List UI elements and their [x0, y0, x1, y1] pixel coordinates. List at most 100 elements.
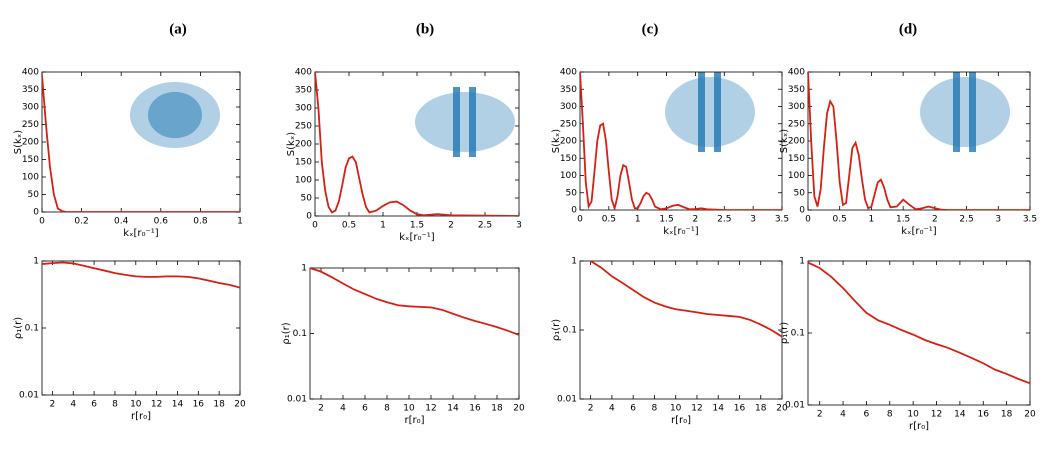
- axes-frame: [579, 260, 783, 400]
- line-series: [808, 72, 1030, 210]
- x-tick-label: 4: [840, 410, 846, 420]
- y-tick-label: 250: [295, 122, 312, 132]
- x-axis-label: kₓ[r₀⁻¹]: [663, 226, 699, 237]
- y-tick-label: 400: [560, 68, 577, 78]
- panel: (c) 0 50 100 150 200 250 300 350 400 0 0.5 1 1.5 2 2.5 3…: [551, 21, 789, 237]
- y-tick-label: 0.01: [287, 395, 307, 405]
- line-series: [808, 261, 1030, 385]
- x-tick-label: 12: [151, 400, 162, 410]
- y-tick-label: 250: [22, 120, 39, 130]
- axes-frame: [41, 71, 241, 213]
- y-tick-label: 0: [571, 206, 577, 216]
- y-tick-label: 0.1: [563, 326, 577, 336]
- x-tick-label: 12: [931, 410, 942, 420]
- x-tick-label: 0.4: [114, 217, 129, 227]
- x-axis-label: kₓ[r₀⁻¹]: [399, 232, 435, 243]
- x-tick-label: 20: [234, 400, 246, 410]
- x-tick-label: 8: [652, 404, 658, 414]
- x-tick-label: 1: [869, 215, 875, 225]
- y-tick-label: 200: [788, 137, 805, 147]
- axes-frame: [309, 267, 520, 400]
- x-tick-label: 18: [491, 404, 503, 414]
- y-tick-label: 0: [33, 208, 39, 218]
- x-tick-label: 20: [513, 404, 525, 414]
- inset-core: [148, 91, 202, 139]
- x-tick-label: 18: [1001, 410, 1013, 420]
- x-tick-label: 3.5: [775, 215, 789, 225]
- y-tick-label: 350: [295, 86, 312, 96]
- x-axis-label: kₓ[r₀⁻¹]: [123, 228, 159, 239]
- y-tick-label: 150: [295, 158, 312, 168]
- y-axis-label: S(kₓ): [286, 132, 297, 156]
- y-tick-label: 350: [560, 85, 577, 95]
- axes-frame: [579, 71, 783, 211]
- x-tick-label: 2.5: [717, 215, 731, 225]
- y-tick-label: 1: [799, 257, 805, 267]
- line-series: [42, 75, 240, 212]
- x-axis-label: kₓ[r₀⁻¹]: [901, 226, 937, 237]
- panel: 0.010.112 4 6 8 10 12 14 16 18 20r[r₀]ρ₁(r): [551, 257, 788, 427]
- x-tick-label: 16: [193, 400, 205, 410]
- line-series: [315, 72, 519, 216]
- y-tick-label: 200: [22, 138, 39, 148]
- y-tick-label: 50: [794, 188, 806, 198]
- x-tick-label: 2: [588, 404, 594, 414]
- y-tick-label: 0.1: [791, 329, 805, 339]
- x-tick-label: 8: [887, 410, 893, 420]
- y-tick-label: 0: [306, 212, 312, 222]
- x-tick-label: 6: [864, 410, 870, 420]
- x-axis-label: r[r₀]: [909, 421, 929, 432]
- x-tick-label: 0.5: [602, 215, 616, 225]
- x-tick-label: 4: [70, 400, 76, 410]
- panel: 0.010.112 4 6 8 10 12 14 16 18 20r[r₀]ρ₁(r): [13, 257, 246, 423]
- x-tick-label: 2: [318, 404, 324, 414]
- y-tick-label: 0.01: [19, 391, 39, 401]
- y-tick-label: 100: [788, 171, 805, 181]
- x-tick-label: 3.5: [1023, 215, 1037, 225]
- x-tick-label: 12: [425, 404, 436, 414]
- y-tick-label: 250: [788, 119, 805, 129]
- x-tick-label: 10: [907, 410, 919, 420]
- y-axis-label: ρ₁(r): [281, 322, 292, 344]
- y-tick-label: 0.01: [785, 401, 805, 411]
- panel-title: (a): [169, 21, 187, 37]
- x-tick-label: 14: [954, 410, 966, 420]
- x-tick-label: 0: [312, 221, 318, 231]
- x-tick-label: 2.5: [478, 221, 492, 231]
- x-tick-label: 3: [750, 215, 756, 225]
- x-tick-label: 6: [362, 404, 368, 414]
- y-axis-label: S(kₓ): [13, 130, 24, 154]
- x-tick-label: 1.5: [896, 215, 910, 225]
- x-tick-label: 14: [447, 404, 459, 414]
- x-tick-label: 1: [635, 215, 641, 225]
- x-tick-label: 10: [403, 404, 415, 414]
- y-tick-label: 400: [788, 68, 805, 78]
- x-tick-label: 2: [693, 215, 699, 225]
- panel: (a) 0 50 100 150 200 250 300 350 400 0 0.2 0.4 0.6 0.8…: [13, 21, 243, 239]
- x-tick-label: 4: [609, 404, 615, 414]
- y-tick-label: 0.01: [557, 395, 577, 405]
- x-tick-label: 8: [384, 404, 390, 414]
- inset-cloud: [415, 92, 515, 152]
- y-tick-label: 1: [33, 257, 39, 267]
- x-tick-label: 16: [469, 404, 481, 414]
- inset-cloud: [665, 77, 755, 147]
- x-tick-label: 1.5: [410, 221, 424, 231]
- y-tick-label: 0.1: [25, 324, 39, 334]
- panel: 0.010.112 4 6 8 10 12 14 16 18 20r[r₀]ρ₁(r): [779, 257, 1036, 433]
- x-tick-label: 2: [817, 410, 823, 420]
- y-axis-label: ρ₁(r): [13, 317, 24, 339]
- line-series: [42, 261, 240, 289]
- x-tick-label: 0: [577, 215, 583, 225]
- inset-stripe: [469, 87, 476, 157]
- x-tick-label: 8: [112, 400, 118, 410]
- x-tick-label: 0.2: [74, 217, 88, 227]
- x-tick-label: 12: [691, 404, 702, 414]
- y-tick-label: 200: [295, 140, 312, 150]
- x-tick-label: 0: [39, 217, 45, 227]
- panel-title: (c): [642, 21, 659, 37]
- panel: 0.010.112 4 6 8 10 12 14 16 18 20r[r₀]ρ₁(r): [281, 264, 525, 427]
- y-tick-label: 100: [560, 171, 577, 181]
- y-tick-label: 50: [28, 190, 40, 200]
